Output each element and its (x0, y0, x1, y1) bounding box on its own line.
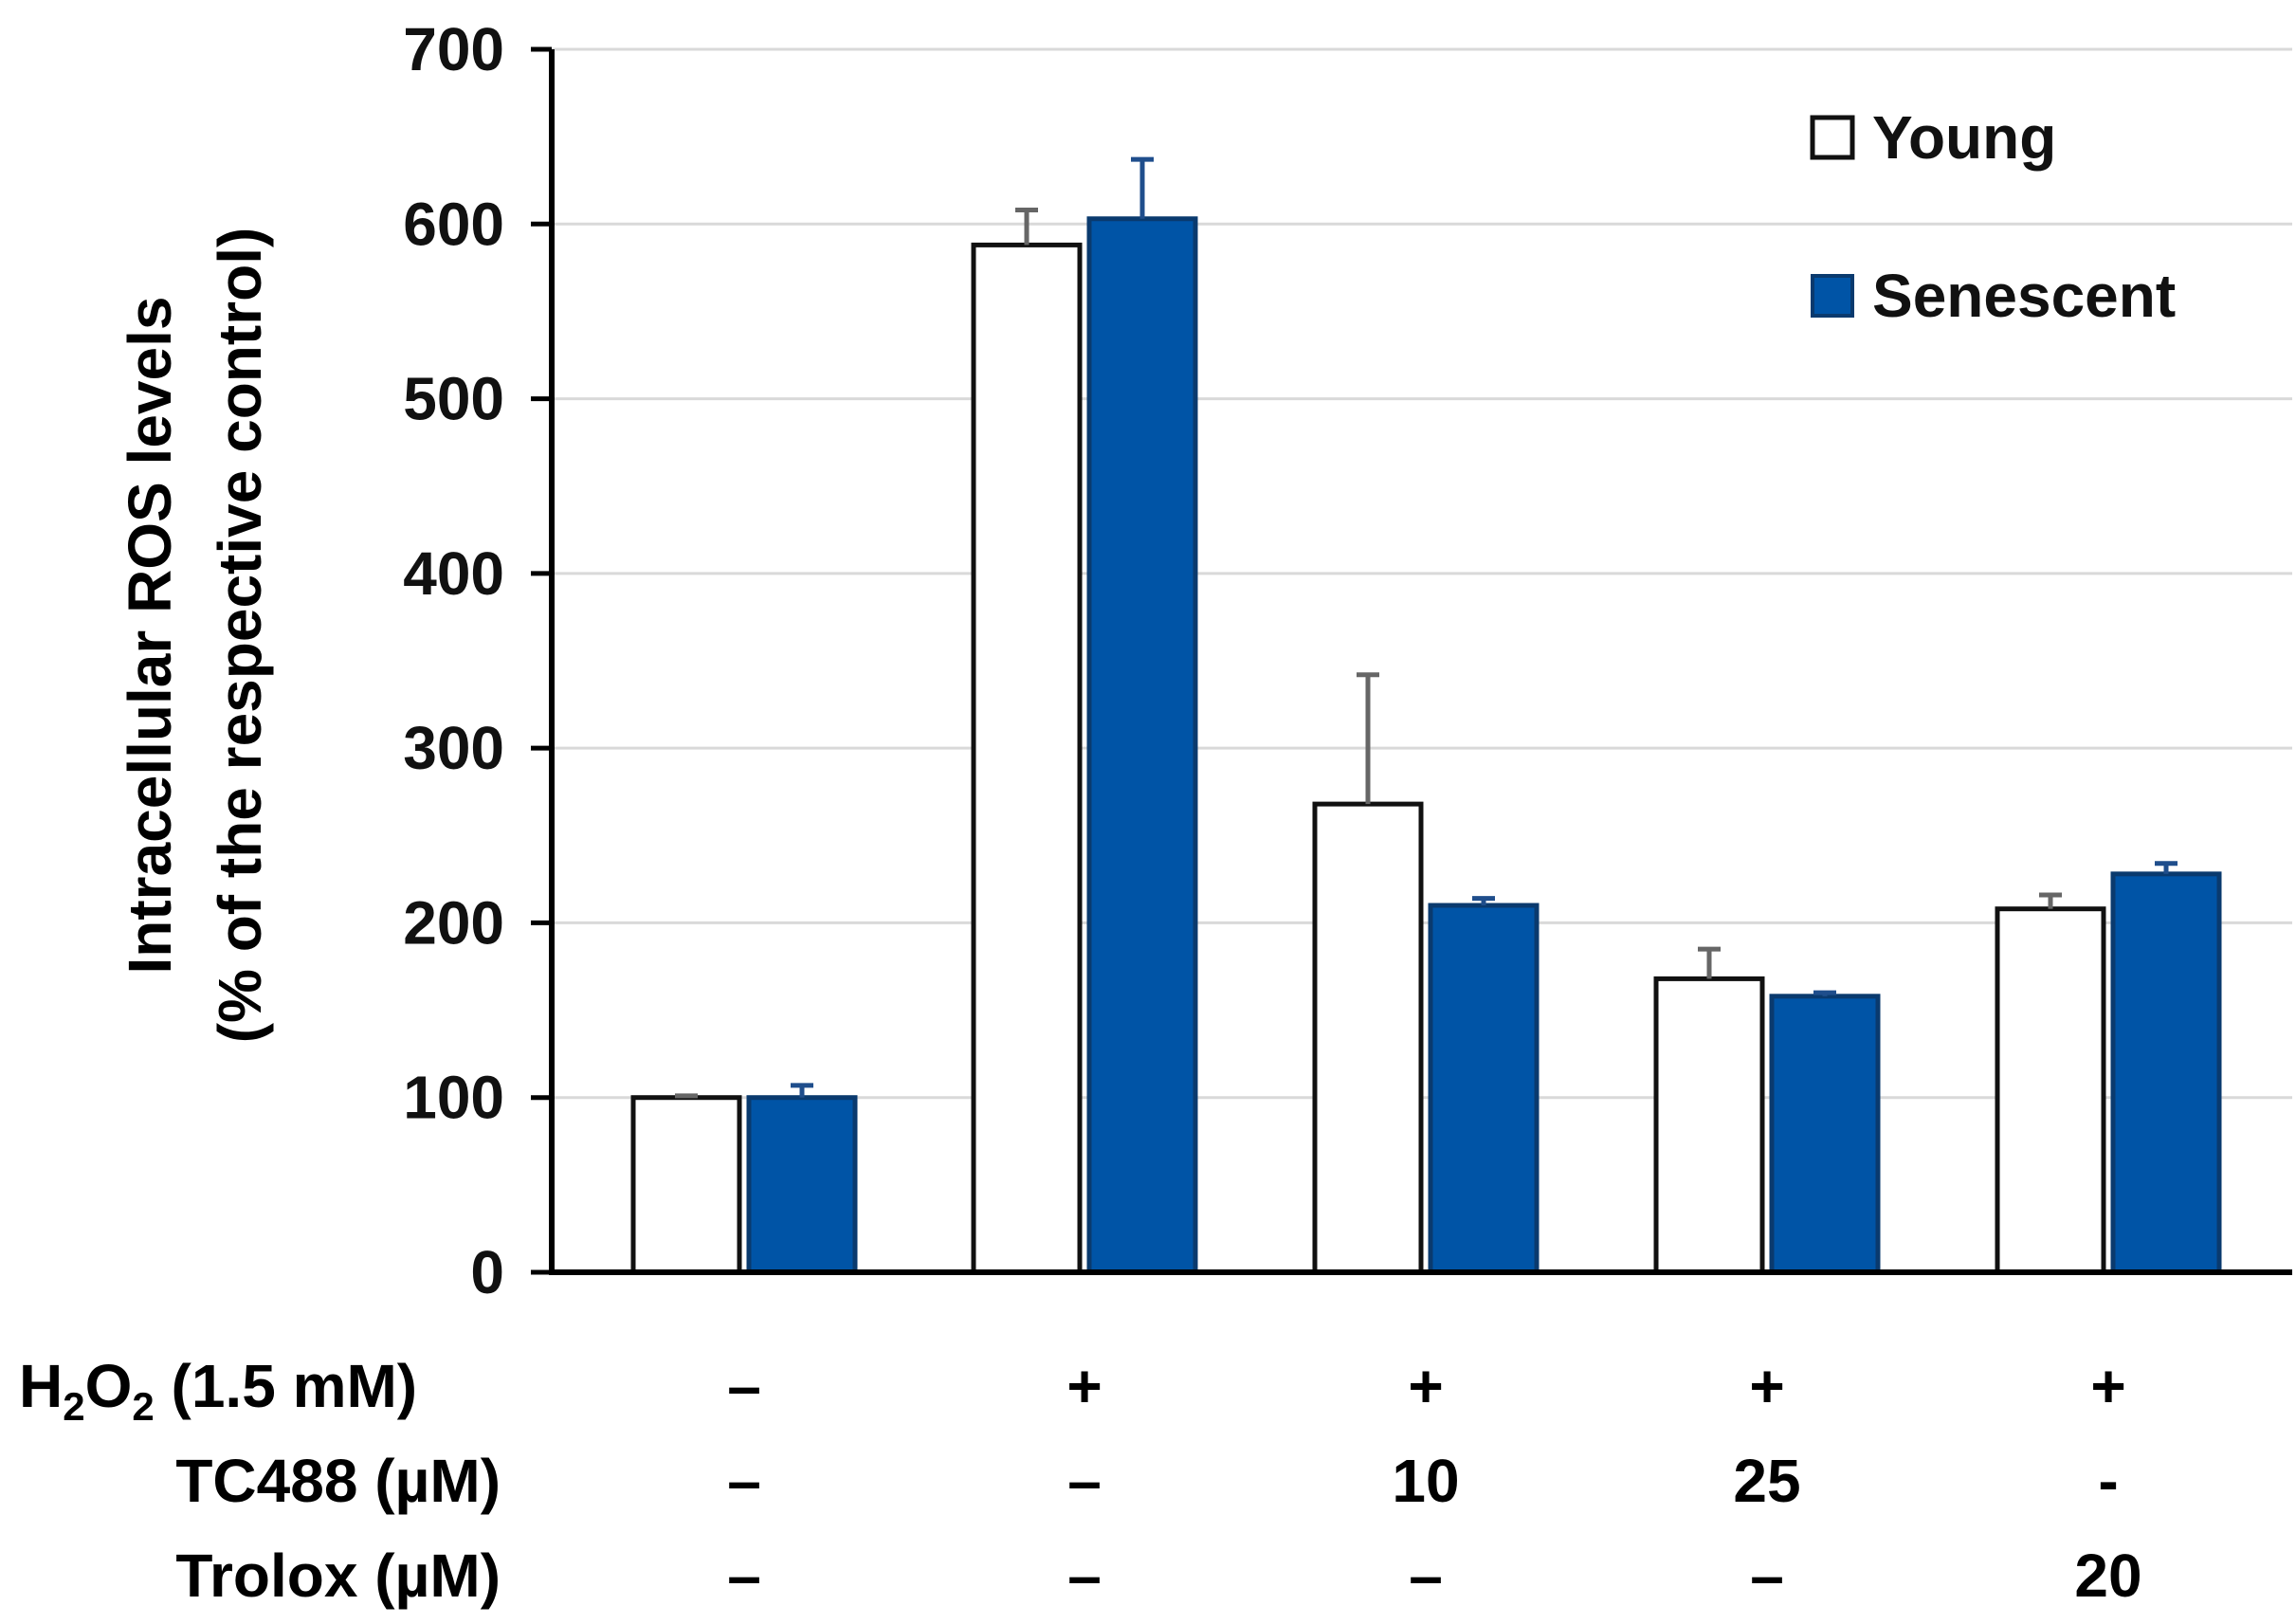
error-bars (675, 156, 2178, 1099)
error-bar-young-2 (1015, 208, 1038, 246)
h2o2-rest: (1.5 mM) (155, 1352, 417, 1420)
y-tick-label: 0 (470, 1238, 504, 1306)
condition-label-trolox: Trolox (µM) (175, 1542, 501, 1610)
bar-young-4 (1653, 976, 1765, 1275)
error-bar-young-1 (675, 1093, 698, 1099)
axes (549, 49, 2292, 1275)
error-bar-young-4 (1698, 946, 1721, 979)
condition-value: + (2090, 1352, 2125, 1420)
legend-swatch-young (1810, 115, 1855, 160)
condition-label-h2o2: H2O2 (1.5 mM) (19, 1352, 417, 1429)
error-bar-young-3 (1357, 672, 1379, 805)
condition-value: 25 (1733, 1447, 1800, 1515)
condition-value: – (727, 1542, 761, 1610)
y-axis-label-line2: (% of the respective control) (206, 228, 274, 1044)
h2o2-o: O (85, 1352, 133, 1420)
bar-senescent-4 (1769, 994, 1881, 1275)
legend: Young Senescent (1810, 103, 2176, 330)
condition-values: – + + + + – – 10 25 - – – – – 20 (727, 1352, 2141, 1610)
error-bar-young-5 (2039, 892, 2062, 909)
condition-value: – (1067, 1447, 1102, 1515)
condition-value: – (1409, 1542, 1443, 1610)
condition-value: + (1749, 1352, 1784, 1420)
condition-value: - (2098, 1447, 2118, 1515)
bar-senescent-2 (1086, 216, 1198, 1275)
condition-value: – (1067, 1542, 1102, 1610)
error-bar-senescent-1 (791, 1083, 813, 1098)
y-tick-label: 300 (403, 714, 504, 782)
gridlines (552, 47, 2292, 1100)
y-tick-label: 100 (403, 1064, 504, 1132)
y-tick-labels: 0 100 200 300 400 500 600 700 (403, 15, 552, 1306)
condition-value: 10 (1392, 1447, 1459, 1515)
y-tick-label: 600 (403, 190, 504, 258)
condition-table: H2O2 (1.5 mM) TC488 (µM) Trolox (µM) – + +… (19, 1352, 2142, 1610)
condition-value: + (1066, 1352, 1102, 1420)
legend-label-senescent: Senescent (1872, 262, 2176, 330)
condition-value: 20 (2074, 1542, 2141, 1610)
y-axis-label-line1: Intracellular ROS levels (116, 297, 184, 975)
legend-label-young: Young (1872, 103, 2056, 172)
bar-young-1 (630, 1095, 742, 1275)
legend-swatch-senescent (1811, 274, 1854, 318)
bar-young-2 (971, 242, 1083, 1275)
error-bar-senescent-3 (1472, 896, 1495, 905)
condition-value: – (1750, 1542, 1784, 1610)
bar-senescent-3 (1428, 903, 1540, 1275)
condition-value: – (727, 1352, 761, 1420)
bar-young-5 (1995, 906, 2106, 1275)
y-tick-label: 400 (403, 539, 504, 608)
y-tick-label: 200 (403, 888, 504, 957)
bar-young-3 (1312, 801, 1424, 1275)
bar-senescent-1 (746, 1095, 858, 1275)
error-bar-senescent-5 (2155, 861, 2178, 874)
condition-value: – (727, 1447, 761, 1515)
error-bar-senescent-2 (1131, 156, 1154, 219)
condition-label-tc488: TC488 (µM) (175, 1447, 501, 1515)
y-tick-label: 700 (403, 15, 504, 83)
h2o2-h: H (19, 1352, 63, 1420)
condition-value: + (1408, 1352, 1443, 1420)
bars (630, 216, 2222, 1275)
h2o2-sub1: 2 (63, 1384, 84, 1429)
h2o2-sub2: 2 (132, 1384, 154, 1429)
error-bar-senescent-4 (1813, 990, 1836, 996)
y-tick-label: 500 (403, 365, 504, 433)
bar-senescent-5 (2110, 871, 2222, 1275)
